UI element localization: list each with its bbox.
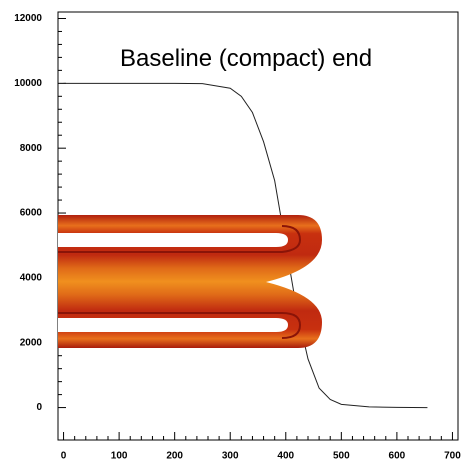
y-tick-label: 10000 <box>14 78 42 89</box>
annotation: Baseline (compact) end <box>120 45 372 72</box>
y-tick-label: 0 <box>36 402 42 413</box>
x-tick-label: 700 <box>444 451 461 462</box>
y-tick-label: 8000 <box>20 143 43 154</box>
x-tick-label: 500 <box>333 451 350 462</box>
y-tick-label: 2000 <box>20 337 43 348</box>
x-tick-label: 100 <box>111 451 128 462</box>
x-tick-label: 300 <box>222 451 239 462</box>
page: 0 100 200 300 400 500 600 700 0 2000 4000 6000 8000 1… <box>0 0 465 469</box>
y-tick-label: 6000 <box>20 208 43 219</box>
x-tick-label: 0 <box>61 451 67 462</box>
x-tick-label: 400 <box>277 451 294 462</box>
chart: 0 100 200 300 400 500 600 700 0 2000 4000 6000 8000 1… <box>0 0 465 469</box>
x-tick-label: 600 <box>389 451 406 462</box>
coil-slot <box>58 318 288 332</box>
y-tick-label: 4000 <box>20 273 43 284</box>
x-tick-label: 200 <box>166 451 183 462</box>
y-tick-label: 12000 <box>14 13 42 24</box>
coil-graphic <box>58 215 322 348</box>
coil-slot <box>58 233 288 247</box>
